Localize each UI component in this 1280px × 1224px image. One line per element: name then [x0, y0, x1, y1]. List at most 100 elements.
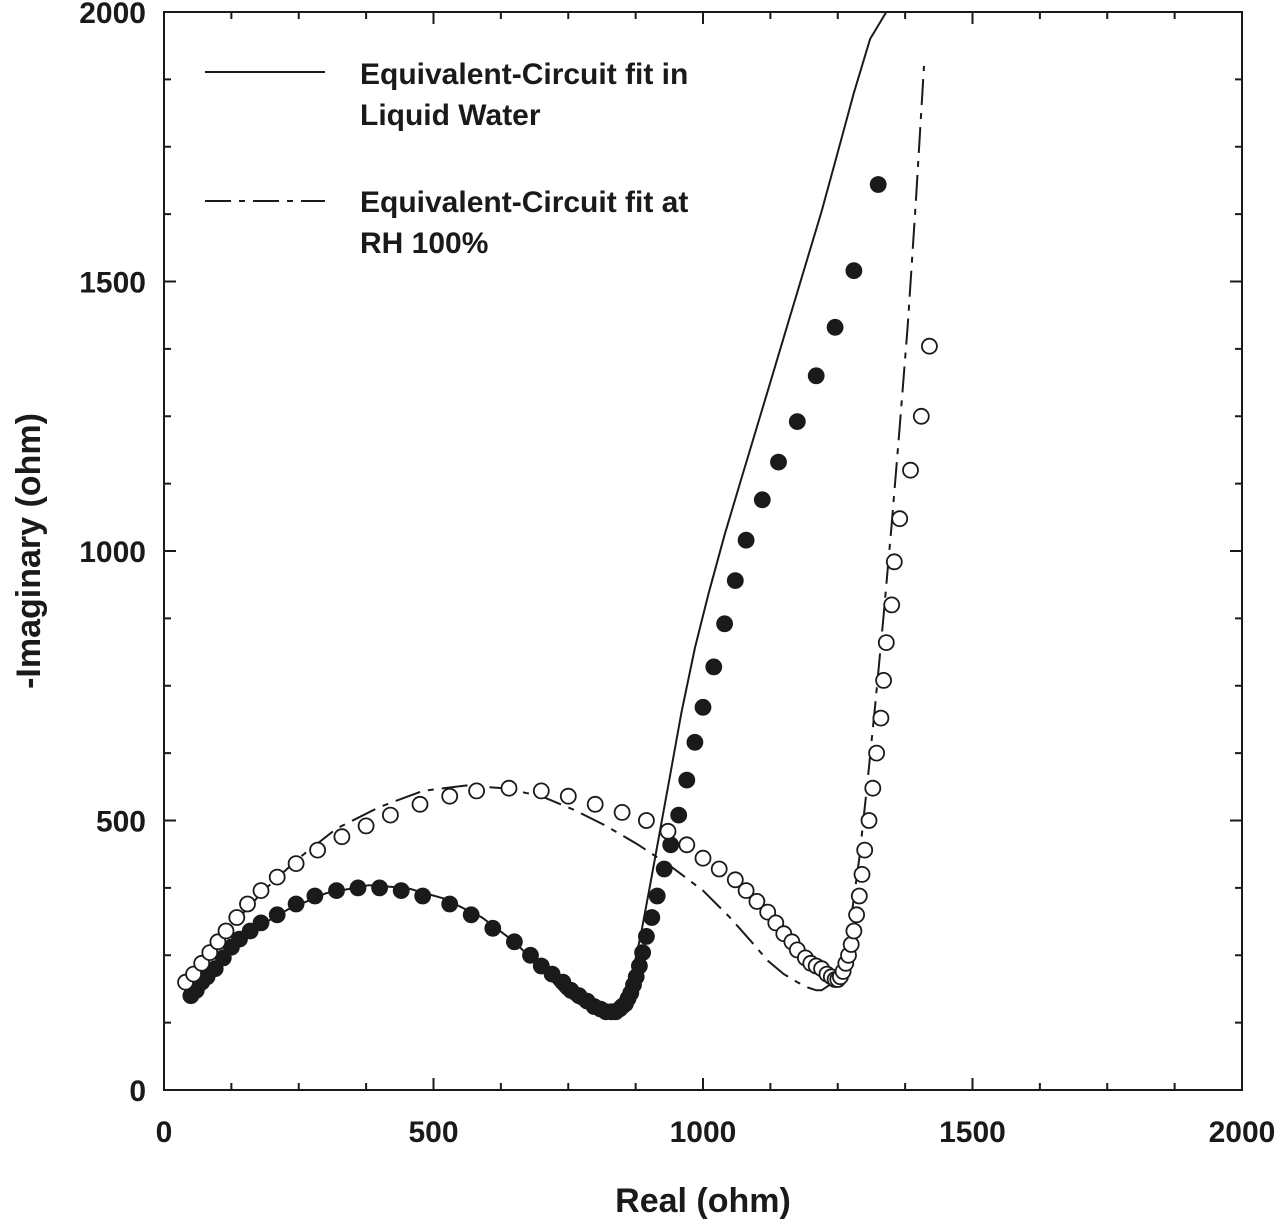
rh100-data-point: [468, 782, 486, 800]
liquid-water-data-point: [678, 771, 696, 789]
liquid-water-data-point: [462, 906, 480, 924]
liquid-water-data-point: [705, 658, 723, 676]
y-tick-label: 2000: [79, 0, 146, 30]
liquid-water-data-point: [306, 887, 324, 905]
liquid-water-data-point: [268, 906, 286, 924]
rh100-data-point: [309, 841, 327, 859]
legend-label-2-line-2: RH 100%: [360, 227, 488, 260]
rh100-data-point: [748, 893, 766, 910]
liquid-water-data-point: [371, 879, 389, 897]
liquid-water-data-point: [638, 928, 655, 945]
rh100-data-point: [850, 887, 868, 905]
rh100-data-point: [678, 836, 696, 854]
x-tick-label: 1000: [670, 1116, 737, 1149]
rh100-data-point: [872, 709, 890, 727]
liquid-water-data-point: [522, 946, 539, 964]
rh100-data-point: [845, 922, 863, 940]
rh100-data-point: [381, 806, 399, 824]
liquid-water-data-point: [737, 531, 755, 549]
liquid-water-data-point: [506, 933, 523, 951]
rh100-data-point: [875, 672, 892, 689]
rh100-data-point: [912, 407, 930, 425]
liquid-water-data-point: [807, 367, 825, 385]
legend: Equivalent-Circuit fit in Liquid Water E…: [205, 58, 688, 260]
rh100-data-point: [252, 882, 270, 899]
liquid-water-data-point: [414, 887, 432, 905]
x-tick-label: 500: [408, 1116, 458, 1149]
liquid-water-data-point: [392, 882, 410, 899]
liquid-water-data-point: [869, 176, 887, 193]
liquid-water-data-point: [753, 491, 771, 509]
y-axis-title: -Imaginary (ohm): [10, 413, 48, 689]
rh100-data-point: [217, 922, 235, 940]
liquid-water-data-point: [662, 836, 680, 854]
liquid-water-data-point: [826, 318, 844, 336]
liquid-water-data-point: [643, 909, 661, 926]
x-tick-label: 1500: [939, 1116, 1006, 1149]
liquid-water-data-point: [349, 879, 367, 897]
liquid-water-data-point: [441, 895, 459, 913]
rh100-data-point: [357, 817, 375, 835]
liquid-water-data-point: [670, 806, 688, 824]
liquid-water-data-point: [770, 453, 787, 471]
liquid-water-data-point: [686, 733, 704, 751]
rh100-data-point: [287, 855, 305, 872]
rh100-data-point: [333, 828, 351, 846]
rh100-data-point: [239, 895, 256, 913]
x-tick-label: 2000: [1209, 1116, 1276, 1149]
rh100-data-point: [921, 337, 938, 355]
rh100-data-point: [441, 787, 459, 805]
y-tick-label: 0: [129, 1075, 146, 1108]
x-axis-title: Real (ohm): [615, 1182, 791, 1220]
rh100-data-point: [864, 779, 882, 797]
rh100-data-point: [228, 909, 246, 926]
liquid-water-data-point: [845, 262, 863, 280]
rh100-data-point: [268, 868, 286, 886]
rh100-data-point: [848, 906, 865, 924]
x-tick-label: 0: [156, 1116, 173, 1149]
y-tick-label: 1000: [79, 536, 146, 569]
liquid-water-data-point: [484, 919, 502, 937]
legend-label-1-line-1: Equivalent-Circuit fit in: [360, 58, 688, 91]
rh100-data-point: [710, 860, 728, 878]
liquid-water-data-point: [726, 572, 744, 589]
rh100-data-point: [902, 461, 919, 479]
rh100-data-point: [737, 882, 755, 899]
fit-line-rh100: [184, 65, 925, 992]
rh100-data-point: [586, 795, 604, 813]
rh100-data-point: [638, 812, 655, 829]
axis-ticks: 0 500 1000 1500 2000 0 500 1000 1500 2000: [79, 0, 1275, 1149]
liquid-water-data-point: [788, 413, 806, 431]
rh100-data-point: [891, 510, 909, 528]
rh100-data-point: [853, 866, 871, 883]
rh100-data-point: [856, 841, 874, 859]
plot-marks: [177, 12, 938, 1021]
rh100-data-point: [885, 553, 903, 571]
rh100-data-point: [883, 596, 901, 614]
liquid-water-data-point: [634, 944, 651, 961]
rh100-data-point: [860, 812, 878, 829]
rh100-data-point: [411, 795, 429, 813]
y-tick-label: 500: [96, 806, 146, 839]
rh100-data-point: [726, 871, 744, 889]
y-tick-label: 1500: [79, 267, 146, 300]
rh100-data-point: [559, 787, 577, 805]
rh100-data-point: [694, 849, 712, 867]
rh100-data-point: [659, 822, 677, 840]
legend-label-1-line-2: Liquid Water: [360, 99, 541, 132]
rh100-data-point: [868, 744, 885, 762]
liquid-water-data-point: [287, 895, 305, 913]
legend-label-2-line-1: Equivalent-Circuit fit at: [360, 186, 688, 219]
liquid-water-data-point: [252, 914, 270, 932]
liquid-water-data-point: [328, 882, 345, 899]
liquid-water-data-point: [631, 957, 648, 975]
rh100-data-point: [613, 804, 631, 821]
rh100-data-point: [532, 782, 550, 800]
liquid-water-data-point: [716, 615, 733, 633]
liquid-water-data-point: [648, 887, 666, 905]
rh100-data-point: [500, 779, 518, 797]
liquid-water-data-point: [694, 698, 712, 716]
rh100-data-point: [877, 634, 895, 651]
